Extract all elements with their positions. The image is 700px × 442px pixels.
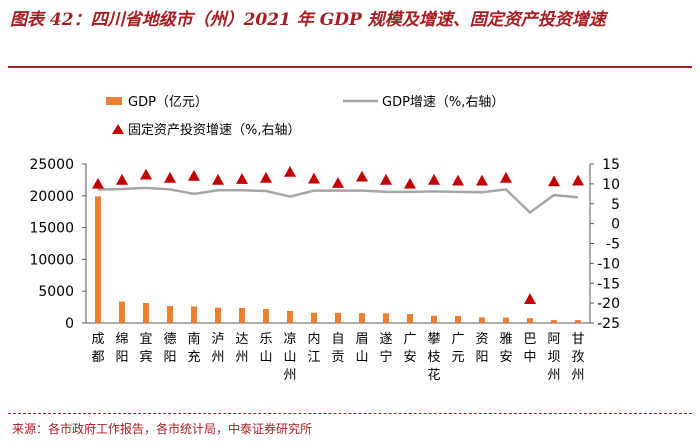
x-tick-label: 遂宁 — [379, 332, 392, 365]
left-tick-label: 20000 — [29, 189, 74, 205]
x-tick-label: 宜宾 — [139, 332, 152, 365]
bar-gdp — [431, 315, 437, 323]
left-tick-label: 10000 — [29, 252, 74, 268]
x-tick-label: 阿坝州 — [547, 332, 560, 383]
left-tick-label: 15000 — [29, 221, 74, 237]
x-tick-label: 德阳 — [163, 332, 176, 365]
bar-gdp — [407, 313, 413, 323]
bar-gdp — [167, 306, 173, 323]
source-divider — [8, 413, 692, 414]
marker-investment-growth — [236, 173, 248, 184]
right-tick-label: 10 — [602, 177, 620, 193]
line-gdp-growth — [97, 186, 579, 215]
bar-gdp — [527, 318, 533, 323]
marker-investment-growth — [260, 171, 272, 183]
bar-gdp — [359, 313, 365, 323]
bar-gdp — [119, 301, 125, 323]
source-note: 来源：各市政府工作报告，各市统计局，中泰证券研究所 — [12, 422, 313, 436]
right-tick-label: 15 — [602, 157, 620, 173]
bar-gdp — [215, 307, 221, 323]
plot-area: 0 5000 10000 15000 20000 25000 15 10 5 0 -5 -10 -15 -… — [29, 157, 620, 383]
bar-gdp — [455, 315, 461, 323]
bar-gdp — [335, 312, 341, 323]
x-tick-label: 雅安 — [499, 332, 512, 365]
marker-investment-growth — [380, 173, 392, 185]
x-tick-label: 泸州 — [211, 332, 224, 365]
marker-investment-growth — [452, 174, 464, 186]
x-tick-label: 绵阳 — [115, 332, 128, 365]
marker-investment-growth — [524, 293, 536, 304]
bar-gdp — [311, 312, 317, 323]
x-tick-label: 内江 — [307, 331, 320, 365]
marker-investment-growth — [284, 165, 296, 177]
marker-investment-growth — [188, 169, 200, 181]
x-tick-label: 广元 — [451, 332, 464, 365]
x-tick-label: 凉山州 — [283, 332, 296, 383]
bar-gdp — [143, 302, 149, 323]
marker-investment-growth — [116, 173, 128, 185]
x-tick-label: 巴中 — [523, 332, 536, 365]
marker-investment-growth — [572, 174, 584, 186]
x-tick-label: 成都 — [91, 332, 104, 365]
marker-investment-growth — [308, 172, 320, 184]
title-divider — [8, 66, 692, 68]
right-tick-label: -15 — [597, 276, 620, 292]
right-tick-label: 0 — [611, 217, 620, 233]
marker-investment-growth — [212, 173, 224, 185]
marker-investment-growth — [476, 174, 488, 186]
bar-gdp — [479, 317, 485, 323]
bar-gdp — [383, 313, 389, 323]
right-tick-label: 5 — [611, 197, 620, 213]
bar-gdp — [191, 306, 197, 323]
right-tick-label: -5 — [606, 237, 620, 253]
left-tick-label: 25000 — [29, 157, 74, 173]
marker-investment-growth — [548, 175, 560, 187]
right-tick-label: -10 — [597, 256, 620, 272]
x-tick-label: 甘孜州 — [571, 332, 584, 383]
marker-investment-growth — [164, 171, 176, 183]
bar-gdp — [575, 320, 581, 323]
x-tick-label: 眉山 — [355, 332, 368, 365]
x-tick-label: 资阳 — [475, 332, 488, 365]
legend-swatch-investment — [112, 124, 124, 134]
bar-gdp — [503, 317, 509, 323]
bar-gdp — [551, 320, 557, 323]
x-tick-label: 乐山 — [259, 332, 272, 365]
x-tick-label: 自贡 — [331, 332, 344, 365]
marker-investment-growth — [500, 171, 512, 183]
bar-gdp — [239, 308, 245, 323]
marker-investment-growth — [428, 173, 440, 185]
x-tick-label: 南充 — [187, 331, 200, 365]
left-tick-label: 5000 — [38, 284, 74, 300]
legend-label-gdp: GDP（亿元） — [128, 95, 208, 110]
marker-investment-growth — [140, 168, 152, 180]
bar-gdp — [287, 310, 293, 323]
chart-title: 图表 42：四川省地级市（州）2021 年 GDP 规模及增速、固定资产投资增速 — [10, 10, 606, 30]
right-tick-label: -20 — [597, 296, 620, 312]
bar-gdp — [95, 196, 101, 323]
legend-label-investment: 固定资产投资增速（%,右轴） — [128, 122, 301, 138]
marker-investment-growth — [92, 177, 104, 189]
legend-swatch-gdp — [106, 97, 122, 105]
legend-label-gdp-growth: GDP增速（%,右轴） — [382, 95, 504, 110]
left-tick-label: 0 — [65, 316, 74, 332]
right-tick-label: -25 — [597, 316, 620, 332]
marker-investment-growth — [404, 177, 416, 189]
legend: GDP（亿元） GDP增速（%,右轴） 固定资产投资增速（%,右轴） — [106, 95, 504, 138]
x-tick-label: 达州 — [235, 332, 248, 365]
bar-gdp — [263, 308, 269, 323]
marker-investment-growth — [332, 177, 344, 188]
marker-investment-growth — [356, 170, 368, 182]
x-tick-label: 广安 — [403, 332, 416, 365]
x-tick-label: 攀枝花 — [427, 332, 440, 383]
